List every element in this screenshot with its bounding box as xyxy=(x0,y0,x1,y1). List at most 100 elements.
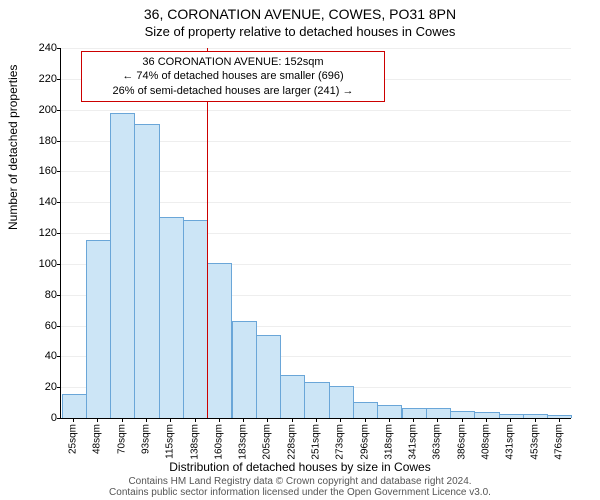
footer-line-2: Contains public sector information licen… xyxy=(109,487,491,498)
ytick-mark xyxy=(57,418,61,419)
ytick-mark xyxy=(57,295,61,296)
xtick-label: 183sqm xyxy=(238,424,249,460)
histogram-bar xyxy=(377,405,402,418)
xtick-mark xyxy=(316,418,317,422)
xtick-mark xyxy=(97,418,98,422)
histogram-bar xyxy=(207,263,232,418)
x-axis-label: Distribution of detached houses by size … xyxy=(0,460,600,474)
xtick-mark xyxy=(170,418,171,422)
xtick-label: 205sqm xyxy=(262,424,273,460)
histogram-bar xyxy=(450,411,475,418)
ytick-label: 80 xyxy=(45,289,57,301)
annotation-line-2: ← 74% of detached houses are smaller (69… xyxy=(88,69,378,83)
chart-title: 36, CORONATION AVENUE, COWES, PO31 8PN xyxy=(0,6,600,22)
ytick-label: 180 xyxy=(39,135,57,147)
ytick-label: 200 xyxy=(39,104,57,116)
ytick-mark xyxy=(57,233,61,234)
histogram-bar xyxy=(353,402,378,418)
histogram-bar xyxy=(134,124,159,418)
xtick-mark xyxy=(413,418,414,422)
histogram-bar xyxy=(426,408,451,418)
xtick-label: 408sqm xyxy=(481,424,492,460)
xtick-mark xyxy=(510,418,511,422)
ytick-label: 120 xyxy=(39,227,57,239)
ytick-label: 160 xyxy=(39,165,57,177)
histogram-bar xyxy=(499,414,524,418)
xtick-mark xyxy=(243,418,244,422)
footer-attribution: Contains HM Land Registry data © Crown c… xyxy=(0,476,600,498)
xtick-mark xyxy=(219,418,220,422)
xtick-label: 160sqm xyxy=(213,424,224,460)
ytick-label: 20 xyxy=(45,381,57,393)
footer-line-1: Contains HM Land Registry data © Crown c… xyxy=(128,476,471,487)
xtick-mark xyxy=(292,418,293,422)
histogram-bar xyxy=(329,386,354,418)
gridline xyxy=(61,48,571,49)
histogram-bar xyxy=(402,408,427,418)
ytick-mark xyxy=(57,387,61,388)
ytick-mark xyxy=(57,264,61,265)
histogram-bar xyxy=(183,220,208,418)
y-axis-label: Number of detached properties xyxy=(6,65,20,230)
xtick-label: 341sqm xyxy=(408,424,419,460)
annotation-line-1: 36 CORONATION AVENUE: 152sqm xyxy=(88,55,378,69)
ytick-mark xyxy=(57,171,61,172)
histogram-bar xyxy=(159,217,184,418)
ytick-label: 140 xyxy=(39,196,57,208)
xtick-mark xyxy=(195,418,196,422)
xtick-mark xyxy=(146,418,147,422)
xtick-label: 70sqm xyxy=(116,424,127,454)
reference-line xyxy=(207,48,208,418)
histogram-bar xyxy=(523,414,548,418)
ytick-mark xyxy=(57,79,61,80)
histogram-bar xyxy=(304,382,329,418)
ytick-label: 220 xyxy=(39,73,57,85)
xtick-mark xyxy=(122,418,123,422)
chart-area: 02040608010012014016018020022024025sqm48… xyxy=(60,48,571,419)
ytick-mark xyxy=(57,110,61,111)
histogram-bar xyxy=(62,394,87,418)
xtick-label: 476sqm xyxy=(553,424,564,460)
histogram-bar xyxy=(232,321,257,418)
histogram-bar xyxy=(280,375,305,418)
ytick-mark xyxy=(57,356,61,357)
xtick-mark xyxy=(437,418,438,422)
xtick-label: 251sqm xyxy=(311,424,322,460)
xtick-label: 48sqm xyxy=(92,424,103,454)
histogram-bar xyxy=(86,240,111,418)
ytick-label: 0 xyxy=(51,412,57,424)
xtick-mark xyxy=(340,418,341,422)
gridline xyxy=(61,110,571,111)
ytick-label: 240 xyxy=(39,42,57,54)
xtick-label: 431sqm xyxy=(505,424,516,460)
histogram-bar xyxy=(110,113,135,418)
ytick-mark xyxy=(57,141,61,142)
xtick-mark xyxy=(559,418,560,422)
xtick-label: 318sqm xyxy=(383,424,394,460)
histogram-bar xyxy=(547,415,572,418)
xtick-label: 273sqm xyxy=(335,424,346,460)
annotation-line-3: 26% of semi-detached houses are larger (… xyxy=(88,84,378,98)
xtick-label: 138sqm xyxy=(189,424,200,460)
xtick-mark xyxy=(389,418,390,422)
ytick-mark xyxy=(57,326,61,327)
chart-container: 36, CORONATION AVENUE, COWES, PO31 8PN S… xyxy=(0,0,600,500)
ytick-label: 100 xyxy=(39,258,57,270)
xtick-label: 93sqm xyxy=(141,424,152,454)
xtick-mark xyxy=(535,418,536,422)
xtick-mark xyxy=(73,418,74,422)
chart-subtitle: Size of property relative to detached ho… xyxy=(0,24,600,39)
xtick-label: 363sqm xyxy=(432,424,443,460)
xtick-label: 25sqm xyxy=(68,424,79,454)
xtick-mark xyxy=(486,418,487,422)
xtick-mark xyxy=(365,418,366,422)
xtick-label: 386sqm xyxy=(456,424,467,460)
xtick-label: 296sqm xyxy=(359,424,370,460)
histogram-bar xyxy=(256,335,281,418)
ytick-mark xyxy=(57,202,61,203)
histogram-bar xyxy=(474,412,499,418)
annotation-box: 36 CORONATION AVENUE: 152sqm← 74% of det… xyxy=(81,51,385,102)
xtick-mark xyxy=(267,418,268,422)
xtick-label: 453sqm xyxy=(529,424,540,460)
ytick-mark xyxy=(57,48,61,49)
